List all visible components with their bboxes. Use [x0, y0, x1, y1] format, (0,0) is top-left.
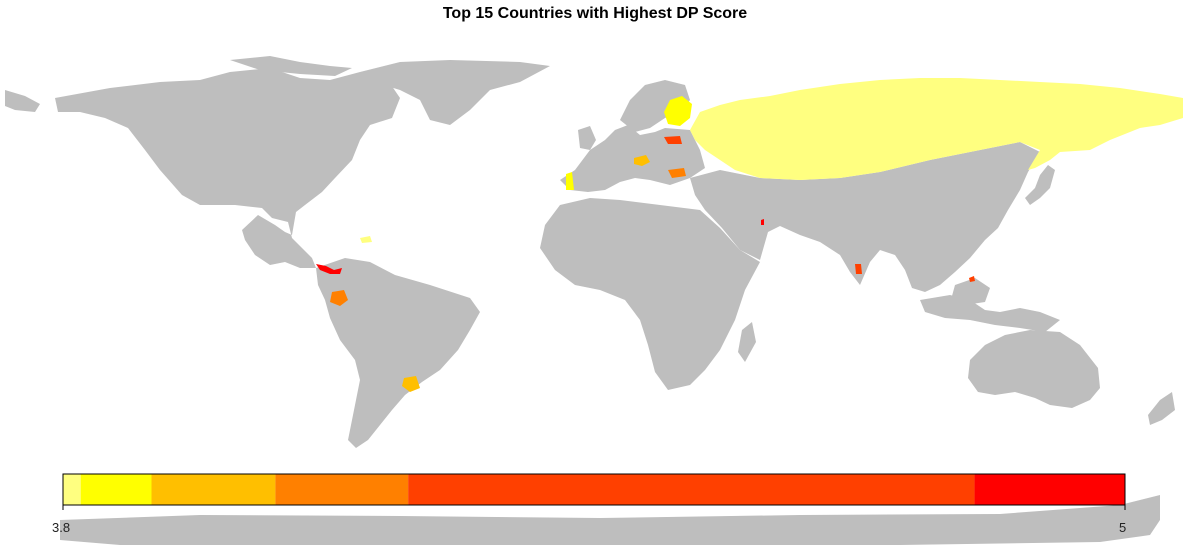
- country-brunei: [969, 276, 975, 282]
- legend-bin-3: [275, 474, 409, 505]
- country-portugal: [566, 172, 574, 190]
- greenland: [360, 60, 550, 125]
- uk-ireland: [578, 126, 596, 150]
- country-sri-lanka: [855, 264, 862, 274]
- legend-bin-5: [974, 474, 1125, 505]
- scandinavia: [620, 80, 690, 132]
- country-dominican-republic: [360, 236, 372, 243]
- country-qatar: [761, 219, 764, 225]
- highlighted-countries-layer: [316, 78, 1183, 392]
- scale-max-label: 5: [1119, 520, 1127, 535]
- map-title: Top 15 Countries with Highest DP Score: [442, 5, 748, 22]
- baffin-island: [300, 94, 370, 130]
- legend-bin-4: [408, 474, 975, 505]
- chukotka-west: [5, 90, 40, 112]
- country-bulgaria: [668, 168, 686, 178]
- asia-landmass: [690, 142, 1040, 292]
- borneo: [952, 278, 990, 305]
- country-ecuador: [330, 290, 348, 306]
- country-finland: [664, 96, 692, 126]
- country-uruguay: [402, 376, 420, 392]
- africa-landmass: [540, 198, 760, 390]
- country-hungary: [634, 155, 650, 166]
- legend-bin-1: [80, 474, 152, 505]
- legend-border: [62, 473, 1126, 506]
- south-america-landmass: [316, 258, 480, 448]
- country-russia: [690, 78, 1183, 180]
- japan: [1025, 165, 1055, 205]
- color-scale-legend: [62, 473, 1126, 510]
- legend-bin-0: [63, 474, 81, 505]
- arctic-islands: [230, 56, 352, 76]
- scale-min-label: 3.8: [52, 520, 71, 535]
- southeast-asia-islands: [920, 295, 1060, 332]
- australia-landmass: [968, 330, 1100, 408]
- country-lithuania: [664, 136, 682, 144]
- antarctica: [60, 495, 1160, 545]
- north-america-landmass: [55, 68, 400, 268]
- country-panama-costa-rica: [316, 264, 342, 274]
- land-layer: [5, 56, 1175, 545]
- new-zealand: [1148, 392, 1175, 425]
- madagascar: [738, 322, 756, 362]
- legend-bin-2: [151, 474, 276, 505]
